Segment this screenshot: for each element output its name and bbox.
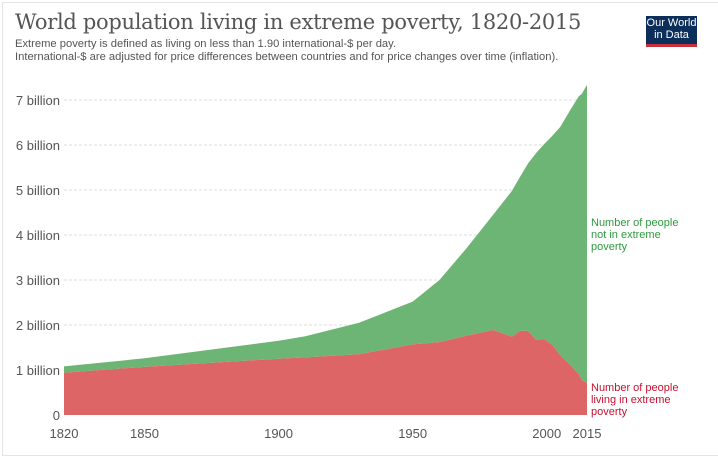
area-not-in-poverty [64, 84, 587, 384]
chart-title: World population living in extreme pover… [15, 10, 582, 34]
x-tick-label: 1820 [50, 426, 79, 441]
chart-subtitle-2: International-$ are adjusted for price d… [15, 51, 559, 63]
legend-label: Number of people [591, 382, 678, 394]
x-tick-label: 1950 [398, 426, 427, 441]
logo-line-1: Our World [646, 17, 697, 29]
chart-subtitle: Extreme poverty is defined as living on … [15, 38, 397, 50]
x-tick-label: 1900 [264, 426, 293, 441]
y-tick-label: 1 billion [16, 363, 60, 378]
x-tick-label: 1850 [130, 426, 159, 441]
legend-label: not in extreme [591, 229, 661, 241]
y-tick-label: 0 [53, 408, 60, 423]
x-tick-label: 2000 [532, 426, 561, 441]
legend-label: poverty [591, 406, 628, 418]
y-tick-label: 5 billion [16, 183, 60, 198]
y-tick-label: 4 billion [16, 228, 60, 243]
area-in-poverty [64, 329, 587, 415]
x-tick-label: 2015 [573, 426, 602, 441]
y-tick-label: 3 billion [16, 273, 60, 288]
y-tick-label: 2 billion [16, 318, 60, 333]
legend-label: Number of people [591, 217, 678, 229]
logo-line-2: in Data [654, 29, 689, 41]
y-tick-label: 7 billion [16, 93, 60, 108]
y-tick-label: 6 billion [16, 138, 60, 153]
legend-label: living in extreme [591, 394, 670, 406]
owid-logo[interactable]: Our World in Data [646, 16, 697, 47]
legend-label: poverty [591, 241, 628, 253]
